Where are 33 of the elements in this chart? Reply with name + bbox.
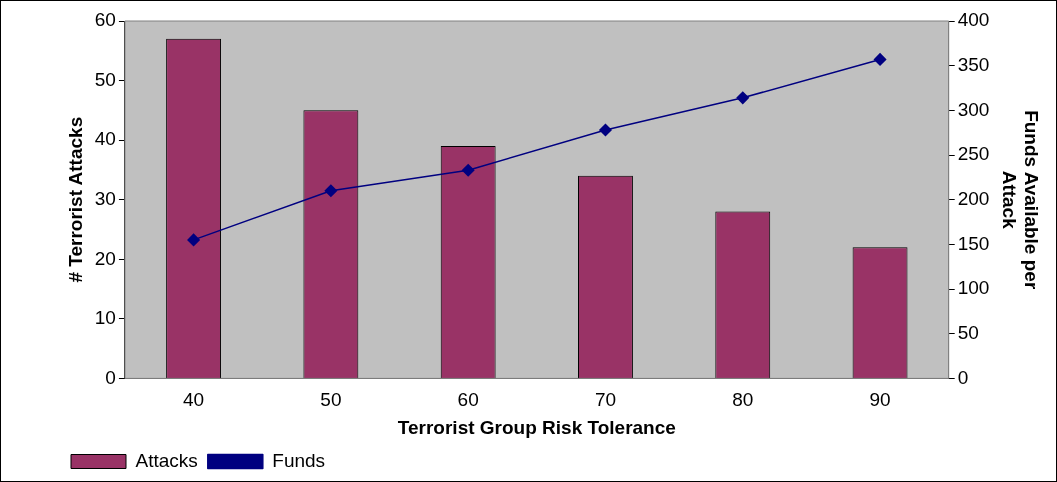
legend-label: Funds xyxy=(272,449,326,471)
x-tick-label: 80 xyxy=(732,389,754,411)
point xyxy=(324,184,338,198)
y-tick-label: 0 xyxy=(105,366,116,388)
y2-tick-label: 200 xyxy=(957,187,990,209)
y-tick-label: 50 xyxy=(94,68,116,90)
legend-label: Attacks xyxy=(135,449,198,471)
y2-tick-label: 350 xyxy=(957,53,990,75)
x-tick-label: 60 xyxy=(457,389,479,411)
y-tick-label: 40 xyxy=(94,128,116,150)
y2-tick-label: 250 xyxy=(957,143,990,165)
y-tick-label: 10 xyxy=(94,307,116,329)
y2-tick-label: 150 xyxy=(957,232,990,254)
point xyxy=(873,53,887,66)
y-tick-label: 20 xyxy=(94,247,116,269)
point xyxy=(736,91,750,105)
y2-tick-label: 100 xyxy=(957,277,990,299)
y-tick-label: 30 xyxy=(94,187,116,209)
y-tick-label: 60 xyxy=(94,9,116,31)
point xyxy=(187,233,200,247)
point xyxy=(461,163,475,177)
y2-axis-title: Funds Available per Attack xyxy=(998,110,1043,290)
x-tick-label: 70 xyxy=(594,389,617,411)
point xyxy=(599,123,612,137)
x-tick-label: 40 xyxy=(183,389,205,411)
y2-tick-label: 300 xyxy=(957,98,990,120)
x-axis-title: Terrorist Group Risk Tolerance xyxy=(397,416,676,438)
y2-tick-label: 0 xyxy=(957,366,969,388)
y-axis-title: # Terrorist Attacks xyxy=(64,116,86,283)
x-tick-label: 50 xyxy=(320,389,342,411)
y2-tick-label: 400 xyxy=(957,9,990,31)
x-tick-label: 90 xyxy=(869,389,891,411)
y2-tick-label: 50 xyxy=(957,321,979,343)
